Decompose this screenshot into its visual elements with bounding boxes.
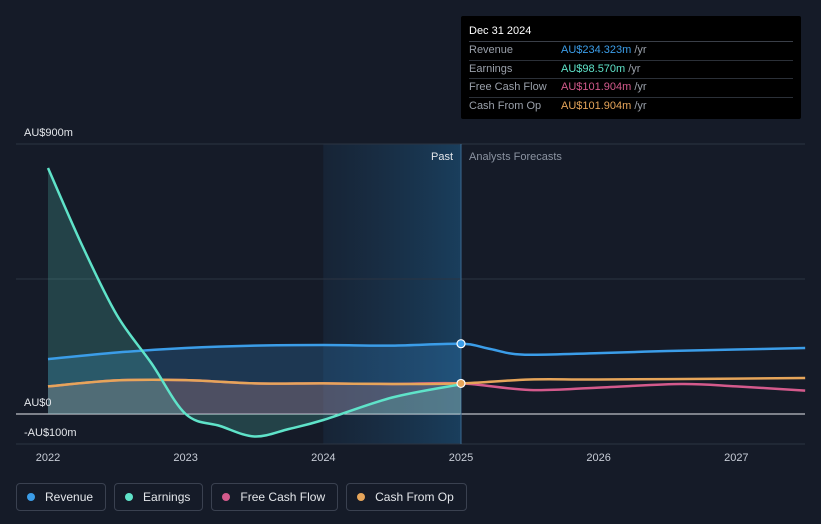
- series-area: [48, 379, 461, 414]
- legend-item-cash-from-op[interactable]: Cash From Op: [346, 483, 467, 511]
- x-axis-tick-label: 2023: [173, 452, 197, 464]
- tooltip-row-free-cash-flow: Free Cash Flow AU$101.904m /yr: [469, 79, 793, 98]
- tooltip-label: Free Cash Flow: [469, 81, 547, 93]
- legend: Revenue Earnings Free Cash Flow Cash Fro…: [16, 483, 467, 511]
- tooltip: Dec 31 2024 Revenue AU$234.323m /yr Earn…: [461, 16, 801, 119]
- tooltip-value: AU$98.570m: [561, 62, 626, 75]
- legend-dot-icon: [357, 493, 366, 501]
- x-axis-tick-label: 2027: [724, 452, 748, 464]
- series-line: [47, 376, 806, 388]
- y-axis-label-bottom: -AU$100m: [24, 427, 77, 439]
- series-area: [48, 168, 461, 437]
- highlight-point: [456, 378, 466, 389]
- legend-label: Free Cash Flow: [240, 490, 326, 504]
- x-axis-tick-label: 2024: [311, 452, 335, 464]
- tooltip-label: Revenue: [469, 44, 514, 56]
- tooltip-value: AU$101.904m: [561, 81, 632, 93]
- tooltip-label: Cash From Op: [469, 99, 542, 112]
- legend-label: Cash From Op: [375, 490, 454, 504]
- past-shade-region: [323, 144, 461, 444]
- tooltip-value: AU$234.323m: [561, 44, 632, 56]
- forecast-label: Analysts Forecasts: [469, 151, 562, 163]
- tooltip-row-earnings: Earnings AU$98.570m /yr: [469, 61, 793, 79]
- x-axis-tick-label: 2026: [586, 452, 610, 464]
- highlight-point: [456, 339, 466, 349]
- legend-dot-icon: [125, 493, 134, 501]
- tooltip-unit: /yr: [634, 99, 647, 112]
- tooltip-date: Dec 31 2024: [469, 24, 793, 42]
- tooltip-label: Earnings: [469, 62, 513, 75]
- x-axis-tick-label: 2022: [36, 452, 60, 464]
- tooltip-unit: /yr: [634, 81, 647, 93]
- tooltip-unit: /yr: [628, 62, 641, 75]
- legend-dot-icon: [27, 493, 35, 501]
- tooltip-row-revenue: Revenue AU$234.323m /yr: [469, 42, 793, 61]
- series-line: [46, 167, 462, 438]
- tooltip-value: AU$101.904m: [561, 99, 632, 112]
- past-label: Past: [431, 151, 453, 163]
- tooltip-row-cash-from-op: Cash From Op AU$101.904m /yr: [469, 98, 793, 116]
- y-axis-label-top: AU$900m: [24, 127, 73, 139]
- legend-item-revenue[interactable]: Revenue: [16, 483, 107, 511]
- legend-item-free-cash-flow[interactable]: Free Cash Flow: [211, 483, 339, 511]
- legend-label: Revenue: [45, 490, 94, 504]
- y-axis-label-zero: AU$0: [24, 397, 52, 409]
- legend-label: Earnings: [143, 490, 191, 504]
- chart: AU$900m AU$0 -AU$100m Past Analysts Forecast…: [16, 127, 806, 464]
- series-area: [48, 379, 461, 414]
- tooltip-unit: /yr: [634, 44, 647, 56]
- legend-dot-icon: [222, 493, 231, 501]
- legend-item-earnings[interactable]: Earnings: [114, 483, 204, 511]
- x-axis-tick-label: 2025: [449, 452, 473, 464]
